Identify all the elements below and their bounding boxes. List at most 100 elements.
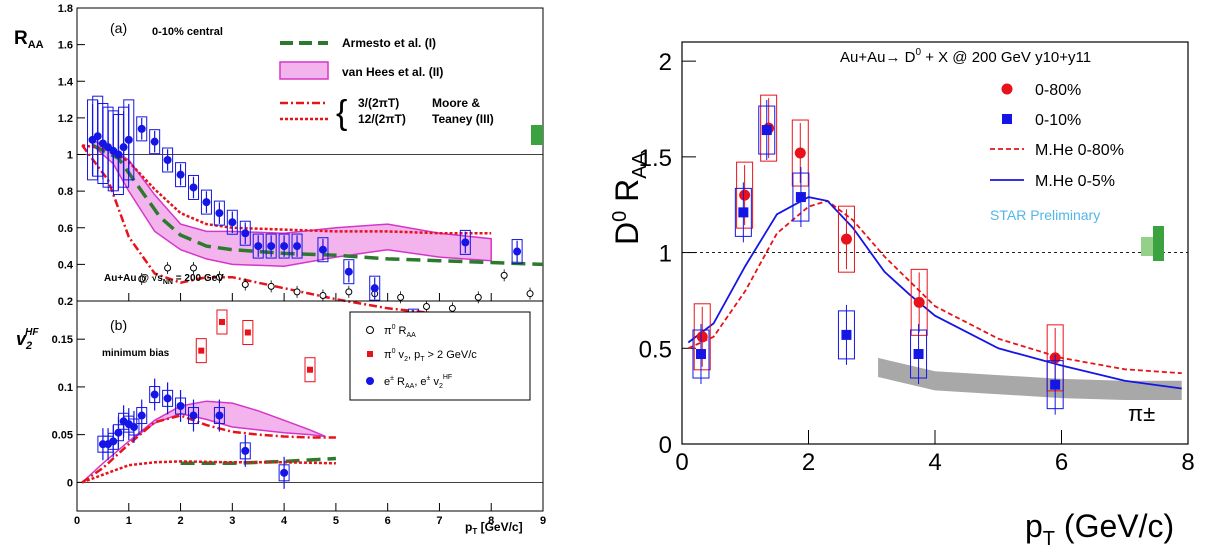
y-tick-label-d0: 1	[659, 241, 672, 268]
y-axis-title-d0: D0 RAA	[609, 151, 651, 245]
electron-v2-point	[129, 423, 138, 431]
d0-0-10-point	[738, 207, 749, 218]
y-tick-label-a: 0.6	[58, 223, 73, 235]
x-tick-label-b: 3	[229, 515, 235, 527]
panel-b: 00.050.10.150 1 2 3 4 5 6 7 8 9 (b) minimum bias …	[16, 300, 546, 536]
legend-moore-3-label: 3/(2πT)	[358, 96, 399, 110]
legend-0-10-label: 0-10%	[1035, 112, 1081, 129]
y-tick-label-a: 1	[67, 150, 73, 162]
electron-raa-point	[202, 198, 211, 207]
electron-raa-point	[267, 242, 276, 251]
pi0-raa-point	[215, 273, 223, 281]
electron-raa-point	[137, 124, 146, 133]
x-tick-label-b: 9	[540, 515, 546, 527]
electron-raa-syst-box	[149, 129, 161, 155]
d0-0-10-point	[1050, 379, 1061, 390]
y-tick-label-a: 0.2	[58, 296, 73, 308]
y-tick-label-a: 1.6	[58, 40, 73, 52]
electron-raa-syst-box	[252, 233, 264, 259]
legend-electron-marker	[366, 377, 374, 385]
x-tick-label-b: 7	[436, 515, 442, 527]
pi0-raa-point	[319, 292, 327, 300]
pi0-v2-syst-box	[242, 320, 254, 345]
x-axis-title-d0: pT (GeV/c)	[1025, 508, 1174, 550]
x-tick-label-b: 6	[385, 515, 391, 527]
norm-box-a	[531, 125, 543, 145]
star-preliminary: STAR Preliminary	[990, 207, 1100, 223]
d0-0-80-syst-box	[791, 119, 809, 187]
pi0-raa-point	[345, 288, 353, 296]
pi0-v2-syst-box	[216, 309, 228, 335]
d0-0-10-point	[795, 192, 806, 203]
moore-3-curve-a	[81, 144, 492, 319]
pi0-raa-point	[474, 293, 482, 301]
electron-raa-point	[124, 135, 133, 144]
legend-pi0-v2-label: π0 v2, pT > 2 GeV/c	[384, 348, 477, 363]
electron-raa-syst-box	[123, 99, 135, 181]
pi0-raa-point	[423, 302, 430, 310]
panel-b-label: (b)	[110, 317, 127, 333]
d0-0-80-point	[794, 147, 806, 159]
legend-electron-label: e± RAA, e± v2HF	[384, 374, 452, 390]
electron-raa-syst-box	[317, 237, 329, 263]
panel-a-label: (a)	[110, 20, 127, 36]
legend-a: Armesto et al. (I) van Hees et al. (II) …	[279, 36, 494, 132]
panel-d0: 0 0.5 1 1.5 2 0 2 4 6 8 Au+Au→ D0 + X @ 200 GeV y…	[609, 41, 1195, 550]
pi0-v2-point	[218, 319, 225, 325]
y-tick-label-a: 0.8	[58, 186, 73, 198]
vanhees-band-a	[91, 138, 492, 267]
electron-raa-syst-box	[175, 162, 187, 188]
electron-v2-point	[176, 402, 185, 410]
electron-raa-point	[215, 209, 224, 218]
legend-0-10-marker	[1002, 114, 1012, 124]
pi0-v2-point	[307, 366, 313, 373]
x-tick-label-d0: 6	[1055, 449, 1068, 476]
electron-v2-point	[137, 411, 146, 420]
legend-brace: {	[336, 94, 347, 132]
electron-raa-point	[293, 242, 302, 251]
x-tick-label-d0: 0	[675, 449, 688, 476]
y-tick-label-b: 0	[67, 477, 73, 489]
y-tick-label-b: 0.05	[52, 430, 73, 442]
legend-b: π0 RAA π0 v2, pT > 2 GeV/c e± RAA, e± v2…	[349, 311, 531, 401]
pi0-raa-point	[500, 271, 508, 279]
norm-box-d0-light	[1141, 237, 1153, 256]
electron-raa-point	[370, 284, 379, 293]
electron-raa-syst-box	[343, 259, 355, 285]
legend-vanhees-label: van Hees et al. (II)	[342, 65, 443, 79]
pi0-raa-point	[293, 288, 301, 296]
legend-0-80-marker	[1001, 83, 1013, 95]
y-tick-label-a: 1.8	[58, 3, 73, 15]
moore-3-curve-b	[81, 414, 336, 484]
y-tick-label-a: 0.4	[58, 259, 74, 271]
electron-raa-point	[254, 242, 263, 251]
electron-raa-syst-box	[278, 233, 290, 259]
electron-raa-syst-box	[459, 229, 471, 255]
electron-raa-point	[513, 247, 522, 256]
electron-raa-syst-box	[200, 189, 212, 215]
d0-0-80-point	[913, 296, 925, 308]
electron-v2-point	[109, 437, 118, 446]
electron-v2-point	[150, 390, 159, 399]
armesto-curve-a	[91, 143, 544, 267]
x-tick-label-b: 1	[126, 515, 132, 527]
electron-raa-syst-box	[265, 233, 277, 259]
pi-pm-label: π±	[1128, 401, 1155, 426]
d0-0-80-syst-box	[736, 161, 754, 229]
electron-raa-syst-box	[213, 200, 225, 226]
d0-0-80-syst-box	[693, 303, 711, 371]
pi0-raa-point	[526, 290, 534, 298]
pi0-raa-point	[267, 282, 275, 290]
x-tick-label-d0: 2	[802, 449, 815, 476]
x-tick-label-b: 0	[74, 515, 80, 527]
norm-box-d0-dark	[1153, 226, 1164, 261]
x-tick-label-b: 8	[488, 515, 494, 527]
legend-moore-12-label: 12/(2πT)	[358, 112, 406, 126]
legend-armesto-label: Armesto et al. (I)	[342, 36, 436, 50]
legend-mhe-080-label: M.He 0-80%	[1035, 142, 1124, 159]
y-tick-label-d0: 2	[659, 49, 672, 76]
electron-raa-point	[461, 238, 470, 247]
legend-b-frame	[349, 311, 531, 401]
y-tick-label-d0: 0	[659, 432, 672, 459]
